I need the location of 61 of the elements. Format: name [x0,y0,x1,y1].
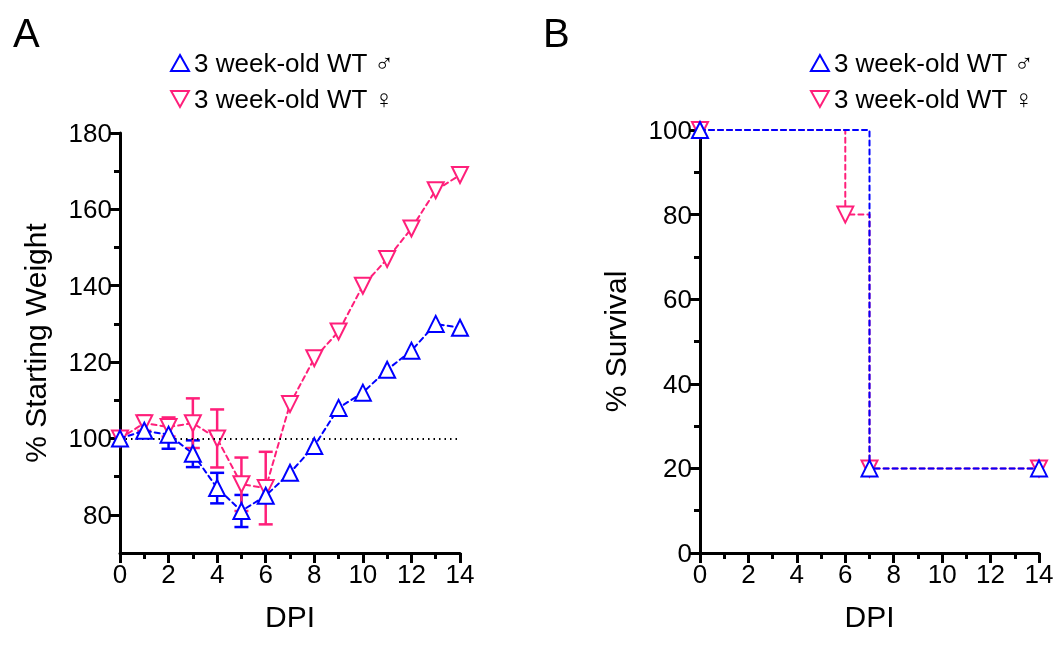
y-tick-label: 80 [663,199,692,230]
point [305,437,324,456]
x-tick-label: 10 [348,559,378,589]
x-tick-label: 4 [209,559,225,589]
point [402,219,421,238]
x-tick-label: 8 [307,559,322,589]
point [232,502,251,520]
y-axis-title: % Survival [598,270,632,413]
y-tick-label: 40 [663,368,692,399]
x-tick-label: 6 [258,559,273,589]
legend-label: 3 week-old WT ♂ [194,48,394,78]
point [159,425,178,444]
chart-title: B [543,11,570,55]
point [281,395,299,414]
x-tick-label: 10 [927,559,957,589]
y-tick-label: 0 [677,538,692,568]
point [353,276,372,295]
x-tick-label: 6 [838,559,853,589]
point [329,322,348,341]
chart-title: A [13,11,40,55]
x-tick-label: 2 [161,559,176,589]
x-tick-label: 12 [396,559,426,589]
y-axis-title: % Starting Weight [18,222,52,463]
x-tick-label: 14 [1024,559,1054,589]
point [183,444,202,463]
x-axis-title: DPI [264,599,316,633]
x-tick-label: 14 [445,559,475,589]
y-tick-label: 180 [68,118,112,148]
point [451,318,469,337]
point [378,360,397,379]
point [402,341,421,360]
point [353,383,372,402]
point [378,250,397,268]
point [256,486,275,505]
legend-label: 3 week-old WT ♂ [833,48,1034,78]
legend-label: 3 week-old WT ♀ [194,84,394,114]
y-tick-label: 100 [68,423,112,454]
point [426,314,445,333]
y-tick-label: 60 [663,284,692,315]
point [208,479,227,498]
y-tick-label: 20 [663,453,692,484]
legend-label: 3 week-old WT ♀ [833,84,1034,114]
y-tick-label: 80 [83,499,112,530]
point [426,181,445,200]
x-tick-label: 12 [976,559,1006,589]
x-tick-label: 4 [789,559,805,589]
y-tick-label: 120 [68,347,112,378]
point [281,463,299,482]
point [183,414,202,433]
point [451,166,469,184]
point [329,398,348,417]
x-tick-label: 8 [886,559,901,589]
x-tick-label: 2 [741,559,756,589]
y-tick-label: 100 [648,115,692,145]
point [232,475,251,494]
x-axis-title: DPI [844,599,895,633]
point [208,429,227,448]
point [135,421,154,440]
y-tick-label: 140 [68,270,112,301]
point [305,349,324,368]
y-tick-label: 160 [68,194,112,225]
